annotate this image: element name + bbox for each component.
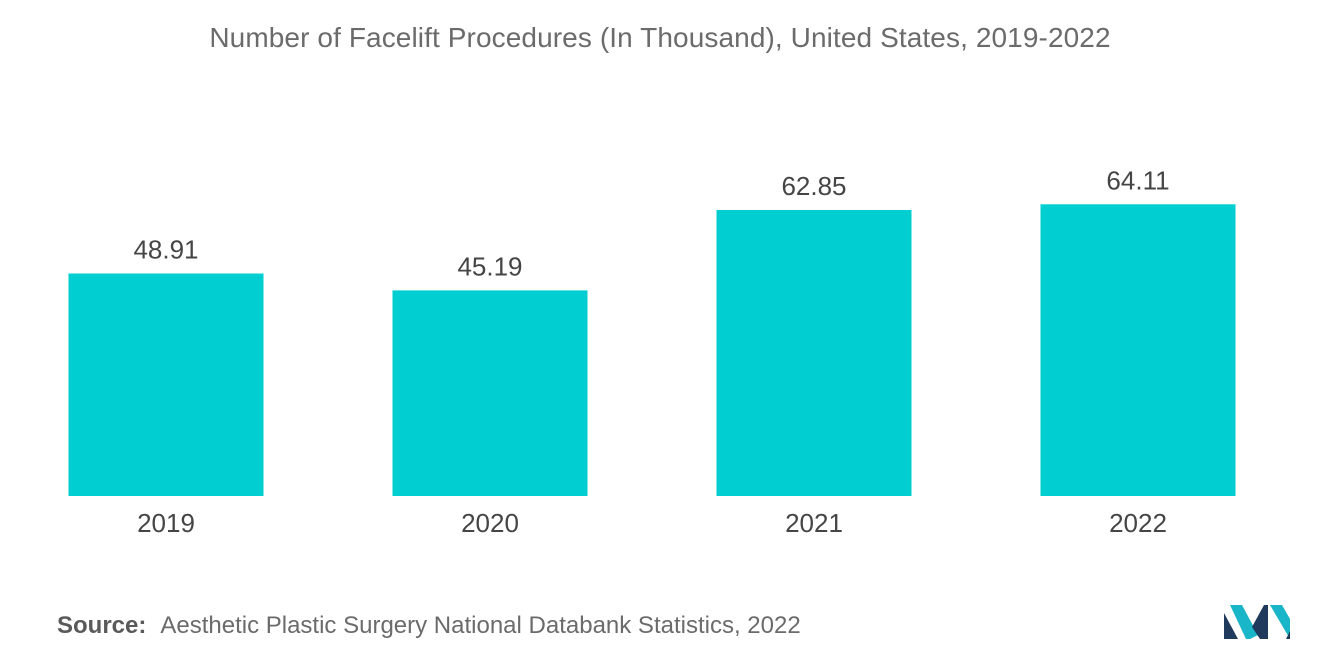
category-labels-group: 2019 2020 2021 2022 xyxy=(137,508,1167,538)
value-label-2022: 64.11 xyxy=(1106,165,1169,195)
source-line: Source: Aesthetic Plastic Surgery Nationa… xyxy=(57,612,801,640)
source-prefix: Source: xyxy=(57,612,147,639)
value-label-2021: 62.85 xyxy=(781,171,846,201)
category-label-2019: 2019 xyxy=(137,508,195,538)
category-label-2022: 2022 xyxy=(1109,508,1167,538)
value-labels-group: 48.91 45.19 62.85 64.11 xyxy=(133,165,1169,281)
value-label-2019: 48.91 xyxy=(133,235,198,265)
value-label-2020: 45.19 xyxy=(457,251,522,281)
bars-group xyxy=(68,204,1236,497)
category-label-2021: 2021 xyxy=(785,508,843,538)
company-logo-icon xyxy=(1224,605,1290,639)
category-label-2020: 2020 xyxy=(461,508,519,538)
bar-2022 xyxy=(1040,204,1236,497)
source-text: Aesthetic Plastic Surgery National Datab… xyxy=(160,612,801,639)
bar-2019 xyxy=(68,273,264,496)
chart-title: Number of Facelift Procedures (In Thousa… xyxy=(209,22,1111,53)
bar-2021 xyxy=(716,210,912,496)
bar-2020 xyxy=(392,290,588,496)
